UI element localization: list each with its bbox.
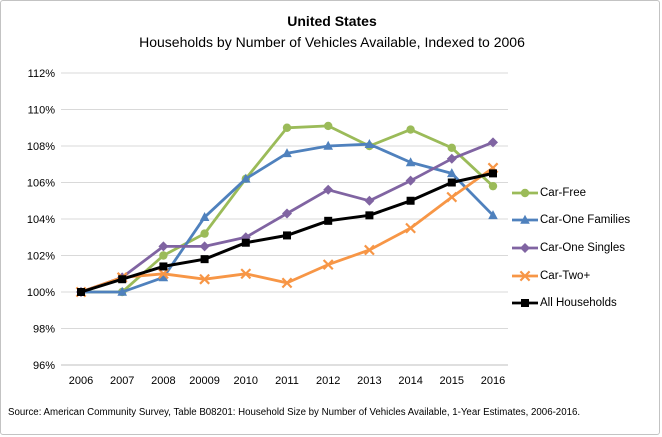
legend-label-all-households: All Households — [540, 297, 617, 310]
y-tick-label: 102% — [27, 251, 55, 263]
legend-item-car-one-singles: Car-One Singles — [512, 234, 630, 262]
chart-plot-area: 112% 110% 108% 106% 104% 102% 100% 98% 96% 2006 20… — [27, 68, 508, 387]
y-tick-label: 108% — [27, 141, 55, 153]
y-tick-label: 106% — [27, 178, 55, 190]
legend-item-car-one-families: Car-One Families — [512, 207, 630, 235]
y-tick-label: 112% — [28, 68, 56, 80]
y-tick-label: 98% — [33, 324, 55, 336]
series-markers-all-households — [77, 169, 497, 296]
y-tick-label: 100% — [27, 287, 55, 299]
x-tick-label: 2007 — [110, 375, 134, 387]
y-tick-label: 110% — [28, 105, 56, 117]
x-tick-label: 2012 — [316, 375, 340, 387]
legend-item-all-households: All Households — [512, 289, 630, 317]
y-tick-label: 96% — [33, 360, 55, 372]
chart-subtitle: Households by Number of Vehicles Availab… — [139, 33, 525, 50]
x-tick-label: 2011 — [275, 375, 299, 387]
x-tick-label: 2010 — [234, 375, 258, 387]
x-tick-label: 2008 — [151, 375, 175, 387]
x-tick-label: 20009 — [189, 375, 220, 387]
legend-swatch-car-one-singles — [512, 242, 538, 253]
legend-swatch-car-two — [512, 270, 538, 281]
chart-legend: Car-Free Car-One Families Car-One Singles C… — [512, 179, 630, 317]
chart-header: United States Households by Number of Ve… — [1, 12, 659, 52]
chart-title: United States — [287, 13, 377, 29]
x-tick-label: 2014 — [398, 375, 422, 387]
y-tick-label: 104% — [27, 214, 55, 226]
legend-swatch-car-one-families — [512, 215, 538, 225]
legend-swatch-all-households — [512, 299, 538, 308]
source-note: Source: American Community Survey, Table… — [8, 407, 581, 418]
legend-label-car-free: Car-Free — [540, 186, 587, 199]
x-tick-label: 2016 — [481, 375, 505, 387]
legend-swatch-car-free — [512, 188, 538, 197]
x-tick-label: 2013 — [357, 375, 381, 387]
legend-label-car-two: Car-Two+ — [540, 269, 591, 282]
x-tick-label: 2015 — [440, 375, 464, 387]
legend-item-car-two: Car-Two+ — [512, 262, 630, 290]
x-tick-label: 2006 — [69, 375, 93, 387]
legend-label-car-one-families: Car-One Families — [540, 214, 631, 227]
legend-item-car-free: Car-Free — [512, 179, 630, 207]
legend-label-car-one-singles: Car-One Singles — [540, 241, 626, 254]
